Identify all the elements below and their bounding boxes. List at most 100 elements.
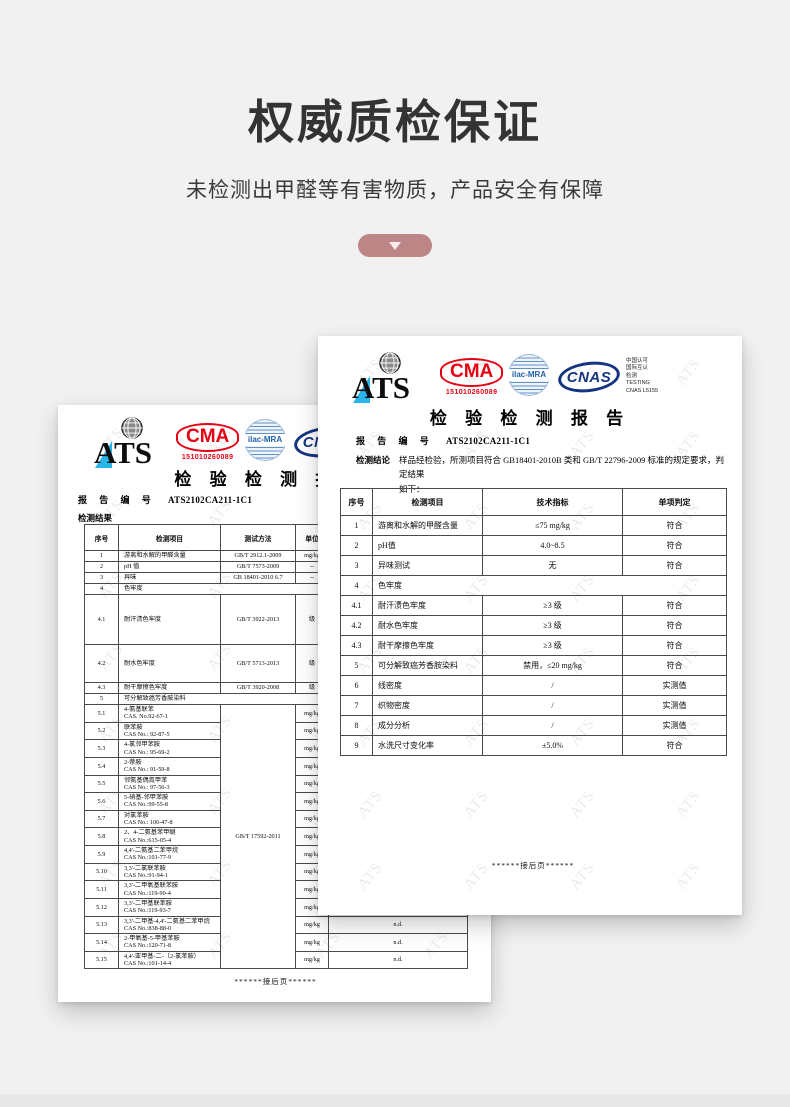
table-cell: 耐干摩擦色牢度 (118, 682, 221, 694)
table-cell: mg/kg (295, 915, 329, 935)
globe-icon (379, 352, 401, 374)
table-cell: 4 (340, 575, 373, 596)
ats-logo: ATS (94, 417, 174, 473)
watermark-text: ATS (672, 355, 705, 389)
ats-triangle (95, 441, 112, 468)
cnas-logo: CNAS (556, 358, 622, 396)
table-row: 4.2 耐水色牢度 ≥3 级符合 (340, 615, 727, 636)
watermark-text: ATS (96, 1000, 128, 1002)
table-cell: 2-甲氧基-5-甲基苯胺 CAS No.:120-71-8 (118, 933, 221, 952)
table-cell: 5.3 (84, 739, 119, 758)
table-cell: 5.10 (84, 862, 119, 882)
watermark-text: ATS (354, 787, 387, 821)
cnas-side-line: 中国认可 (626, 358, 649, 364)
table-cell: 8 (340, 715, 373, 736)
table-cell: GB/T 17592-2011 (220, 703, 296, 970)
scroll-down-button[interactable] (358, 234, 432, 257)
cnas-side-line: CNAS L5155 (626, 387, 659, 394)
table-cell: 符合 (622, 735, 727, 756)
cma-logo: CMA 151010260089 (440, 358, 504, 396)
table-header-row: 序号 检测项目 技术指标 单项判定 (340, 488, 727, 516)
table-cell: GB/T 7573-2009 (220, 561, 296, 573)
table-cell: pH 值 (118, 561, 221, 573)
table-cell: 3,3'-二氯联苯胺 CAS No.:91-94-1 (118, 862, 221, 882)
table-cell: 实测值 (622, 675, 727, 696)
column-header: 检测项目 (118, 524, 221, 551)
table-cell: 4.2 (84, 644, 119, 683)
column-header: 技术指标 (482, 488, 623, 516)
table-cell: 成分分析 (372, 715, 483, 736)
table-cell: 3,3'-二甲基联苯胺 CAS No.:119-93-7 (118, 897, 221, 917)
down-triangle-icon (389, 241, 401, 250)
table-cell: 4.3 (84, 682, 119, 694)
footer-note: ******接后页****** (234, 977, 317, 986)
table-cell: 4-氯邻甲苯胺 CAS No.: 95-69-2 (118, 739, 221, 758)
table-row: 6 线密度 / 实测值 (340, 675, 727, 696)
bottom-band (0, 1094, 790, 1107)
footer-note: ******接后页****** (491, 861, 575, 870)
table-cell: 3 (84, 572, 119, 584)
table-row: 5 可分解致癌芳香胺染料 禁用，≤20 mg/kg 符合 (340, 655, 727, 676)
report-number: 报 告 编 号 ATS2102CA211-1C1 (356, 434, 530, 447)
table-cell: 5.4 (84, 756, 119, 776)
page-title: 权威质检保证 (248, 96, 542, 148)
table-cell: 5.15 (84, 950, 119, 970)
table-cell: 4,4'-二氨基二苯甲烷 CAS No.:101-77-9 (118, 845, 221, 864)
table-cell: ≥3 级 (482, 635, 623, 656)
table-cell: 色牢度 (372, 575, 727, 596)
table-cell: ±5.0% (482, 735, 623, 756)
cma-logo: CMA 151010260089 (176, 423, 240, 461)
table-cell: 5 (84, 693, 119, 705)
table-cell: 1 (84, 550, 119, 562)
table-cell: 2、4-二氨基苯甲醚 CAS No.:615-05-4 (118, 827, 221, 846)
table-cell: 1 (340, 515, 373, 536)
table-row: 4.2 耐水色牢度 GB/T 5713-2013 级 (84, 644, 468, 683)
table-cell: 游离和水解的甲醛含量 (372, 515, 483, 536)
conclusion-label: 检测结论 (356, 455, 391, 465)
table-cell: n.d. (328, 950, 468, 970)
table-row: 4.1 耐汗渍色牢度 ≥3 级符合 (340, 595, 727, 616)
table-cell: 耐水色牢度 (118, 644, 221, 683)
table-cell: 5.13 (84, 915, 119, 935)
table-cell: 9 (340, 735, 373, 756)
table-row: 7 织物密度 / 实测值 (340, 695, 727, 716)
table-cell: 5.11 (84, 880, 119, 899)
table-cell: 5.7 (84, 809, 119, 829)
table-cell: GB/T 2912.1-2009 (220, 550, 296, 562)
table-row: 8 成分分析 / 实测值 (340, 715, 727, 736)
table-cell: 符合 (622, 515, 727, 536)
table-cell: 5.5 (84, 774, 119, 794)
page-subtitle: 未检测出甲醛等有害物质，产品安全有保障 (186, 179, 604, 202)
cma-license-number: 151010260089 (445, 388, 498, 396)
ats-text: ATS (94, 435, 153, 470)
table-cell: 5.9 (84, 845, 119, 864)
cnas-accreditation-text: 中国认可 国际互认 检测 TESTING CNAS L5155 (626, 358, 658, 395)
watermark-text: ATS (204, 1000, 236, 1002)
table-cell: 实测值 (622, 715, 727, 736)
table-row: 4 色牢度 (340, 575, 727, 596)
column-header: 测试方法 (220, 524, 296, 551)
watermark-text: ATS (313, 1000, 345, 1002)
table-cell: 2 (84, 561, 119, 573)
column-header: 单项判定 (622, 488, 727, 516)
certificate-front: ATS ATS ATS ATS ATS ATS ATS ATS ATS ATS ATS ATS ATS A… (318, 336, 742, 915)
ilac-mra-logo: ilac-MRA (505, 354, 553, 396)
table-cell: 可分解致癌芳香胺染料 (372, 655, 483, 676)
table-cell: 3,3'-二甲氧基联苯胺 CAS No.:119-90-4 (118, 880, 221, 899)
cnas-side-line: TESTING (626, 380, 650, 387)
table-cell: 2-萘胺 CAS No.: 91-59-8 (118, 756, 221, 776)
table-cell: 游离和水解的甲醛含量 (118, 550, 221, 562)
table-cell: 4.3 (340, 635, 373, 656)
table-row: 1 游离和水解的甲醛含量 ≤75 mg/kg 符合 (340, 515, 727, 536)
ilac-mra-text: ilac-MRA (505, 369, 553, 381)
table-cell: 4.0~8.5 (482, 535, 623, 556)
table-row: 2 pH值 4.0~8.5 符合 (340, 535, 727, 556)
table-cell: 3,3'-二甲基-4,4'-二氨基二苯甲烷 CAS No.:838-88-0 (118, 915, 221, 935)
table-cell: 4.1 (84, 594, 119, 645)
table-cell: 5.14 (84, 933, 119, 952)
table-cell: 线密度 (372, 675, 483, 696)
table-cell: 4,4'-亚甲基-二-（2-氯苯胺） CAS No.:101-14-4 (118, 950, 221, 970)
report-number-label: 报 告 编 号 (356, 436, 434, 446)
cnas-side-line: 检测 (626, 372, 638, 379)
